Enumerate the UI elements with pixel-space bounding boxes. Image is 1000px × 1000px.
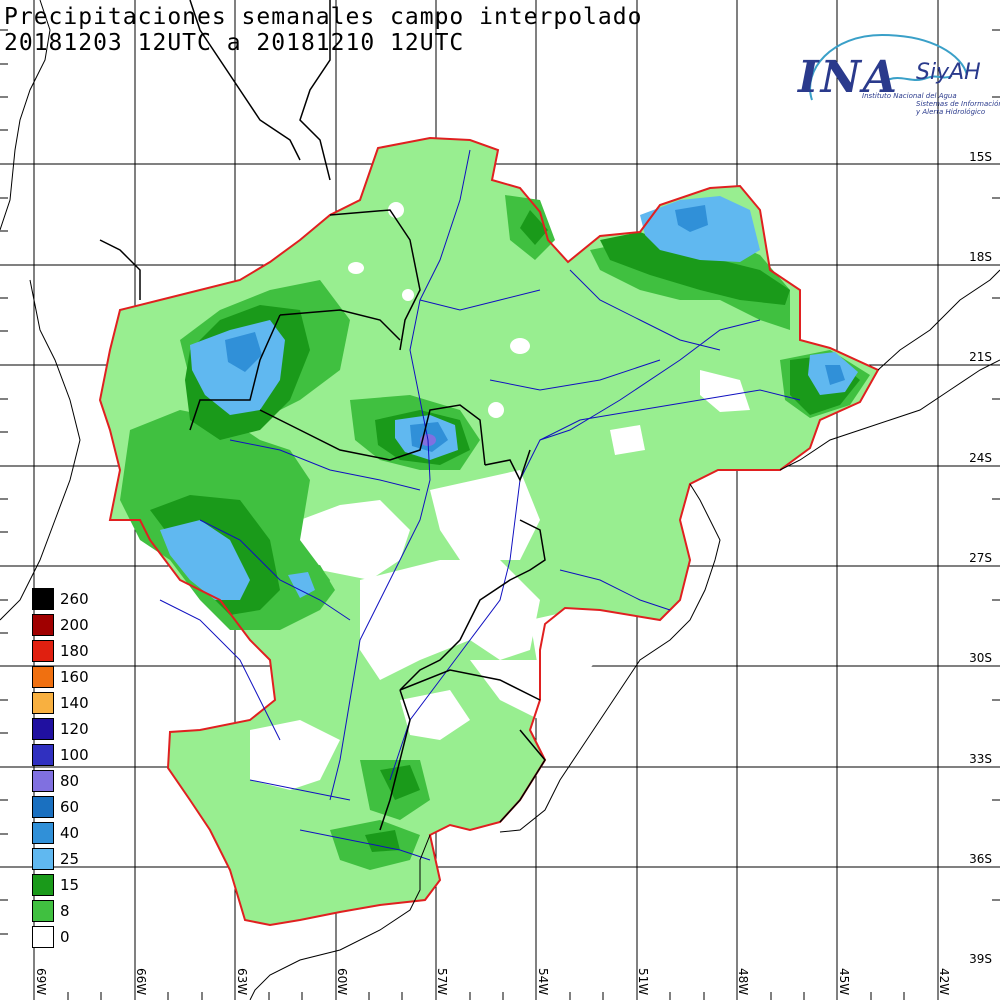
- legend-label: 180: [60, 642, 89, 660]
- map-date-range: 20181203 12UTC a 20181210 12UTC: [4, 30, 465, 56]
- legend-swatch: [32, 796, 54, 818]
- logo-siyah-text: SiyAH: [916, 60, 981, 85]
- precip-40-areas: [225, 205, 845, 452]
- lat-label: 39S: [969, 952, 992, 966]
- legend-label: 200: [60, 616, 89, 634]
- legend-swatch: [32, 926, 54, 948]
- legend-label: 15: [60, 876, 80, 894]
- logo-system-line1: Sistemas de Información: [916, 100, 1000, 108]
- lon-label: 57W: [435, 968, 449, 996]
- lat-label: 21S: [969, 350, 992, 364]
- legend-swatch: [32, 588, 54, 610]
- lat-label: 18S: [969, 250, 992, 264]
- lon-label: 45W: [837, 968, 851, 996]
- lon-label: 42W: [937, 968, 951, 996]
- map-title: Precipitaciones semanales campo interpol…: [4, 4, 643, 30]
- legend-swatch: [32, 770, 54, 792]
- legend-label: 80: [60, 772, 80, 790]
- legend-swatch: [32, 900, 54, 922]
- legend-label: 40: [60, 824, 80, 842]
- legend-swatch: [32, 666, 54, 688]
- lat-label: 24S: [969, 451, 992, 465]
- lon-label: 66W: [134, 968, 148, 996]
- legend-label: 160: [60, 668, 89, 686]
- logo-ina-text: INA: [798, 52, 899, 103]
- lon-label: 60W: [335, 968, 349, 996]
- country-borders: [99, 0, 546, 831]
- legend-swatch: [32, 744, 54, 766]
- legend-swatch: [32, 848, 54, 870]
- legend-swatch: [32, 874, 54, 896]
- lon-label: 63W: [235, 968, 249, 996]
- lat-label: 15S: [969, 150, 992, 164]
- logo-system-line2: y Alerta Hidrológico: [916, 108, 986, 116]
- legend-label: 260: [60, 590, 89, 608]
- lon-label: 48W: [736, 968, 750, 996]
- logo-system-text: Sistemas de Información y Alerta Hidroló…: [916, 100, 1000, 116]
- legend-label: 140: [60, 694, 89, 712]
- legend-label: 100: [60, 746, 89, 764]
- lat-label: 27S: [969, 551, 992, 565]
- edge-ticks: [0, 29, 1000, 1000]
- lat-label: 33S: [969, 752, 992, 766]
- lat-label: 36S: [969, 852, 992, 866]
- rivers: [159, 149, 801, 861]
- logo-institution-text: Instituto Nacional del Agua: [862, 92, 957, 100]
- legend-label: 60: [60, 798, 80, 816]
- legend-label: 8: [60, 902, 70, 920]
- lon-label: 51W: [636, 968, 650, 996]
- lon-label: 69W: [34, 968, 48, 996]
- logo-swoosh-icon: [809, 33, 968, 101]
- lon-label: 54W: [536, 968, 550, 996]
- legend-swatch: [32, 640, 54, 662]
- legend-label: 120: [60, 720, 89, 738]
- legend-label: 0: [60, 928, 70, 946]
- legend-swatch: [32, 718, 54, 740]
- legend-swatch: [32, 614, 54, 636]
- legend-label: 25: [60, 850, 80, 868]
- legend-swatch: [32, 692, 54, 714]
- lat-label: 30S: [969, 651, 992, 665]
- legend-swatch: [32, 822, 54, 844]
- ina-siyah-logo: INA SiyAH Instituto Nacional del Agua Si…: [792, 30, 1000, 130]
